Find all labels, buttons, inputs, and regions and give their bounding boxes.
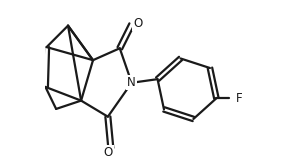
- Text: N: N: [127, 76, 136, 89]
- Text: O: O: [104, 146, 113, 159]
- Text: O: O: [133, 17, 142, 30]
- Text: F: F: [236, 92, 243, 105]
